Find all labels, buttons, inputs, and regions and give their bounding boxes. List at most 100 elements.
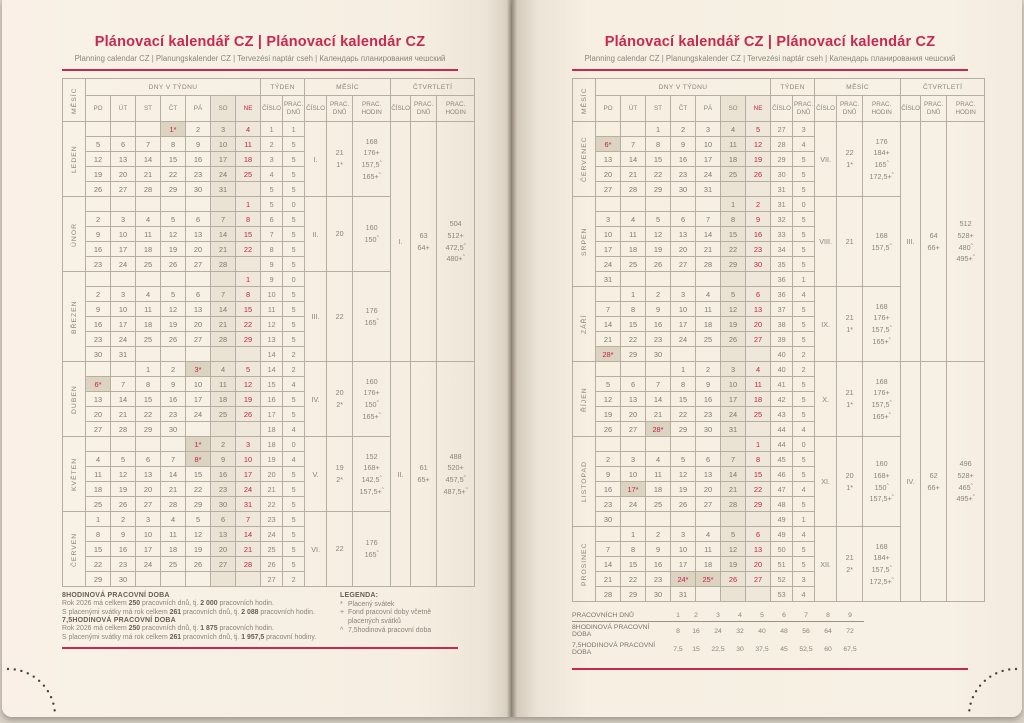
value-line: 2*	[336, 475, 343, 484]
header-divider-rule	[62, 69, 458, 71]
day-cell: 14	[210, 301, 236, 317]
month-workdays-cell: 21	[836, 196, 864, 287]
day-cell: 19	[744, 151, 772, 167]
scale-value: 7	[792, 610, 820, 622]
stat-header: PRAC. HODIN	[436, 95, 476, 122]
week-number-cell: 31	[770, 181, 794, 197]
day-cell: 29	[85, 571, 111, 587]
day-cell: 21	[645, 406, 671, 422]
day-cell: 6*	[85, 376, 111, 392]
week-number-cell: 3	[260, 151, 284, 167]
day-header: ÚT	[620, 95, 646, 122]
week-row: 19 20 21 22 23 24 25 43 5	[573, 406, 985, 422]
legend-marker: *	[340, 600, 343, 608]
value-line: 160	[365, 376, 378, 386]
week-number-cell: 18	[260, 436, 284, 452]
week-number-cell: 12	[260, 316, 284, 332]
week-number-cell: 25	[260, 541, 284, 557]
day-cell: 22	[85, 556, 111, 572]
day-cell: 28*	[595, 346, 621, 362]
scale-row-label: PRACOVNÍCH DNŮ	[572, 610, 668, 622]
day-cell: 27	[85, 421, 111, 437]
day-cell: 19	[160, 241, 186, 257]
value-line: 1*	[846, 325, 853, 334]
day-cell: 20	[620, 406, 646, 422]
day-header: ÚT	[110, 95, 136, 122]
week-number-cell: 22	[260, 496, 284, 512]
day-cell: 11	[135, 226, 161, 242]
week-row: 16 17* 18 19 20 21 22 47 4	[573, 481, 985, 497]
day-cell: 6	[670, 211, 696, 227]
day-cell: 27	[210, 556, 236, 572]
day-cell: 7	[620, 136, 646, 152]
day-cell: 12	[645, 226, 671, 242]
scale-value: 8	[820, 610, 836, 622]
day-cell: 26	[234, 406, 262, 422]
day-cell: 5	[720, 526, 746, 542]
value-line: 165+^	[362, 411, 381, 421]
quarter-hours-cell: 504 512+ 472,5^ 480+^	[436, 121, 476, 362]
day-cell	[210, 271, 236, 287]
week-workdays-cell: 5	[282, 136, 306, 152]
day-cell: 25	[620, 256, 646, 272]
day-cell: 27	[744, 571, 772, 587]
day-cell: 15	[720, 226, 746, 242]
left-page-content: Plánovací kalendář CZ | Plánovací kalend…	[62, 34, 476, 649]
week-row: 14 15 16 17 18 19 20 51 5	[573, 556, 985, 572]
day-cell: 24	[110, 331, 136, 347]
day-cell: 30	[185, 181, 211, 197]
day-cell	[210, 571, 236, 587]
week-workdays-cell: 5	[282, 241, 306, 257]
day-cell: 30	[595, 511, 621, 527]
day-cell: 18	[645, 481, 671, 497]
value-line: 64+	[417, 242, 430, 252]
day-cell: 19	[645, 241, 671, 257]
day-cell: 29	[620, 346, 646, 362]
value-line: 160	[875, 459, 888, 469]
quarter-number-cell: III.	[900, 121, 922, 362]
week-workdays-cell: 5	[792, 241, 816, 257]
legend-text: Placený svátek	[348, 600, 395, 608]
month-name: KVĚTEN	[62, 436, 86, 512]
week-row: 26 27 28* 29 30 31 44 4	[573, 421, 985, 437]
scale-row-label: 8HODINOVÁ PRACOVNÍ DOBA	[572, 624, 650, 638]
week-workdays-cell: 2	[792, 361, 816, 377]
week-row: ČERVENEC 1 2 3 4 5 27 3 VII. 22 1* 176 184+ 165^ 172,5…	[572, 121, 986, 362]
day-cell: 10	[620, 466, 646, 482]
day-cell: 12	[234, 376, 262, 392]
week-row: 8 9 10 11 12 13 14 24 5	[63, 526, 475, 542]
day-cell: 16	[85, 316, 111, 332]
day-cell: 31	[695, 181, 721, 197]
day-cell: 20	[744, 316, 772, 332]
day-cell: 27	[744, 331, 772, 347]
day-cell: 18	[210, 391, 236, 407]
legend-item: * Placený svátek	[340, 601, 458, 610]
value-line: 157,5^	[871, 242, 892, 252]
week-workdays-cell: 5	[282, 496, 306, 512]
day-cell: 30	[160, 421, 186, 437]
day-cell: 25	[234, 166, 262, 182]
value-line: 66+	[927, 482, 940, 492]
month-number-cell: XII.	[814, 526, 838, 602]
week-workdays-cell: 1	[792, 271, 816, 287]
stat-header: ČÍSLO	[390, 95, 412, 122]
month-hours-cell: 152 168+ 142,5^ 157,5+^	[352, 436, 392, 512]
day-cell: 25	[720, 166, 746, 182]
right-footer: PRACOVNÍCH DNŮ 1 2 3 4 5 6 7 8 9 8HODINOVÁ PRACOVN…	[572, 610, 968, 670]
day-cell: 13	[595, 151, 621, 167]
day-cell: 13	[620, 391, 646, 407]
day-cell: 30	[210, 496, 236, 512]
day-cell	[85, 436, 111, 452]
day-cell: 11	[720, 136, 746, 152]
month-hours-cell: 160 150^	[352, 196, 392, 272]
value-line: 2*	[846, 565, 853, 574]
quarter-workdays-cell: 62 66+	[920, 361, 948, 602]
month-hours-cell: 168 184+ 157,5^ 172,5+^	[862, 526, 902, 602]
day-cell	[620, 436, 646, 452]
day-cell	[744, 181, 772, 197]
scale-value: 9	[836, 610, 864, 622]
stat-header: PRAC. DNŮ	[836, 95, 864, 122]
day-cell: 31	[595, 271, 621, 287]
day-cell: 14	[695, 226, 721, 242]
left-page: Plánovací kalendář CZ | Plánovací kalend…	[2, 0, 512, 717]
